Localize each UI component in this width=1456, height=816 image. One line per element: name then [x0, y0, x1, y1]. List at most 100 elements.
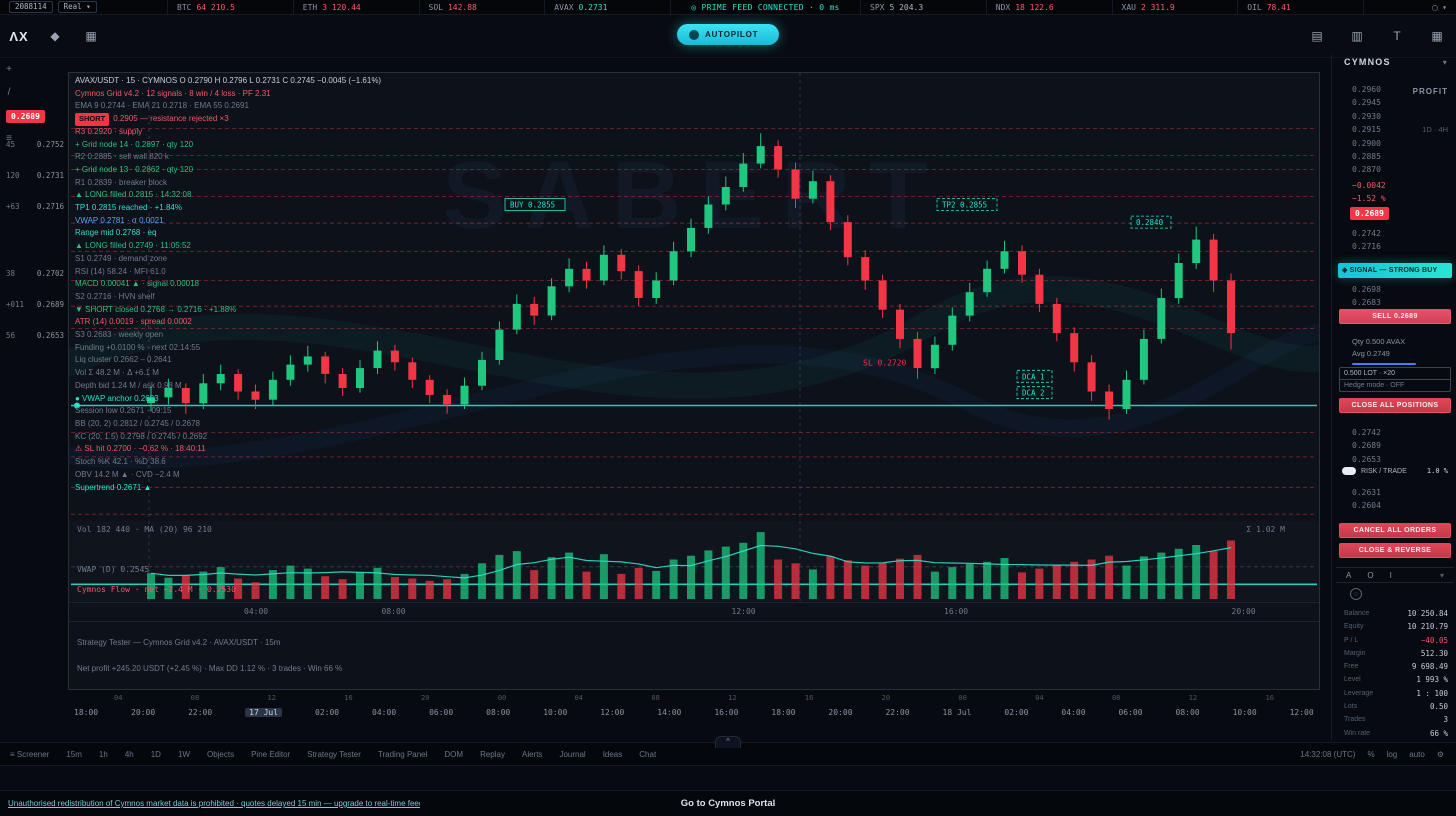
toolbar-item[interactable]: Ideas: [602, 749, 623, 759]
time-label[interactable]: 08:00: [381, 607, 406, 616]
ticker-bar-controls[interactable]: ▢ ▾: [1432, 2, 1447, 12]
logo-icon[interactable]: ΛX: [9, 28, 29, 44]
grid-layout-icon[interactable]: ▦: [85, 29, 97, 43]
risk-toggle[interactable]: [1342, 467, 1356, 475]
crosshair-icon[interactable]: +: [6, 63, 12, 75]
toolbar-item[interactable]: log: [1386, 749, 1398, 759]
time-label[interactable]: 20:00: [1231, 607, 1256, 616]
time-label[interactable]: 06:00: [429, 708, 454, 717]
collapse-panel-button[interactable]: ^: [715, 736, 741, 748]
time-label[interactable]: 12:00: [1289, 708, 1314, 717]
toolbar-item[interactable]: 15m: [66, 749, 82, 759]
toolbar-item[interactable]: Journal: [559, 749, 586, 759]
time-axis-major[interactable]: 18:00 20:00 22:00 17 Jul 02:00 04:00 06:00 08:0…: [68, 708, 1320, 717]
time-label[interactable]: 06:00: [1118, 708, 1143, 717]
toolbar-item[interactable]: 14:32:08 (UTC): [1300, 749, 1356, 759]
account-row: Leverage 1 : 100: [1344, 687, 1448, 700]
save-layout-icon[interactable]: ▤: [1311, 29, 1323, 43]
time-label[interactable]: 08:00: [486, 708, 511, 717]
time-label[interactable]: 18:00: [771, 708, 796, 717]
time-label[interactable]: 10:00: [543, 708, 568, 717]
toolbar-item[interactable]: Trading Panel: [377, 749, 428, 759]
trendline-icon[interactable]: /: [7, 86, 11, 98]
ticker-item[interactable]: BTC 64 210.5: [168, 0, 294, 14]
close-reverse-button[interactable]: CLOSE & REVERSE: [1339, 543, 1451, 558]
toolbar-item[interactable]: 1W: [177, 749, 190, 759]
account-select-box[interactable]: 2088114: [9, 1, 53, 13]
data-disclaimer-link[interactable]: Unauthorised redistribution of Cymnos ma…: [8, 799, 420, 808]
chevron-down-icon[interactable]: ▾: [1439, 570, 1444, 580]
ticker-item[interactable]: SOL 142.88: [420, 0, 546, 14]
risk-row[interactable]: RISK / TRADE 1.0 %: [1342, 467, 1448, 475]
time-label[interactable]: 08:00: [1175, 708, 1200, 717]
time-label[interactable]: 02:00: [315, 708, 340, 717]
tester-row: Net profit +245.20 USDT (+2.45 %) · Max …: [77, 664, 343, 673]
margin-usage-bar: [1352, 363, 1416, 365]
ticker-item[interactable]: OIL 78.41: [1238, 0, 1364, 14]
panel-right-icon[interactable]: ▥: [1351, 29, 1363, 43]
time-label[interactable]: 16:00: [714, 708, 739, 717]
ticker-item[interactable]: ETH 3 120.44: [294, 0, 420, 14]
toolbar-item[interactable]: Replay: [480, 749, 505, 759]
toolbar-item[interactable]: Strategy Tester: [307, 749, 361, 759]
time-label[interactable]: 22:00: [885, 708, 910, 717]
time-label[interactable]: 04:00: [244, 607, 269, 616]
cancel-orders-button[interactable]: CANCEL ALL ORDERS: [1339, 523, 1451, 538]
text-tool-icon[interactable]: T: [1393, 29, 1401, 43]
account-tab[interactable]: A: [1346, 570, 1352, 580]
apps-grid-icon[interactable]: ▦: [1431, 29, 1443, 43]
time-label[interactable]: 22:00: [188, 708, 213, 717]
time-label[interactable]: 04:00: [1061, 708, 1086, 717]
ticker-item[interactable]: SPX 5 204.3: [861, 0, 987, 14]
time-label[interactable]: 20:00: [131, 708, 156, 717]
toolbar-item[interactable]: 1D: [150, 749, 161, 759]
time-label[interactable]: 18 Jul: [942, 708, 972, 717]
time-label[interactable]: 16:00: [944, 607, 969, 616]
close-all-button[interactable]: CLOSE ALL POSITIONS: [1339, 398, 1451, 413]
toolbar-item[interactable]: %: [1367, 749, 1375, 759]
ticker-item[interactable]: NDX 18 122.6: [987, 0, 1113, 14]
depth-row: 56 0.2653: [6, 331, 64, 340]
time-label[interactable]: 12:00: [731, 607, 756, 616]
price-alert-badge[interactable]: 0.2689: [6, 110, 45, 123]
toolbar-item[interactable]: 1h: [98, 749, 108, 759]
time-label[interactable]: 18:00: [74, 708, 99, 717]
autopilot-button[interactable]: AUTOPILOT: [677, 24, 779, 45]
account-avatar-icon[interactable]: ○: [1350, 588, 1362, 600]
magic-wand-icon[interactable]: ◆: [50, 29, 60, 43]
toolbar-item[interactable]: Objects: [206, 749, 235, 759]
toolbar-item[interactable]: DOM: [444, 749, 464, 759]
toolbar-item[interactable]: auto: [1409, 749, 1425, 759]
time-label[interactable]: 02:00: [1004, 708, 1029, 717]
ladder-value: 0.2900: [1352, 138, 1381, 148]
sell-button[interactable]: SELL 0.2689: [1339, 309, 1451, 324]
time-label[interactable]: 17 Jul: [245, 708, 283, 717]
account-tab[interactable]: O: [1367, 570, 1374, 580]
lot-size-row[interactable]: 0.500 LOT · ×20: [1340, 368, 1450, 380]
time-label[interactable]: 04:00: [372, 708, 397, 717]
time-label[interactable]: 14:00: [657, 708, 682, 717]
time-label[interactable]: 10:00: [1232, 708, 1257, 717]
account-tab[interactable]: I: [1389, 570, 1392, 580]
toolbar-item[interactable]: 4h: [124, 749, 134, 759]
account-selector[interactable]: 2088114 Real ▾: [0, 0, 168, 14]
time-label[interactable]: 12:00: [600, 708, 625, 717]
ticker-item[interactable]: AVAX 0.2731: [545, 0, 671, 14]
toolbar-item[interactable]: ≡ Screener: [10, 749, 50, 759]
toolbar-item[interactable]: Pine Editor: [251, 749, 291, 759]
time-label[interactable]: 20:00: [828, 708, 853, 717]
hedge-mode-row[interactable]: Hedge mode · OFF: [1344, 382, 1405, 389]
account-select-box[interactable]: Real ▾: [57, 1, 97, 13]
chevron-down-icon[interactable]: ▾: [1442, 57, 1448, 67]
toolbar-item[interactable]: Chat: [639, 749, 657, 759]
list-tool-icon[interactable]: ≡: [6, 132, 12, 144]
order-settings-box[interactable]: 0.500 LOT · ×20 Hedge mode · OFF: [1339, 367, 1451, 392]
chart-panel[interactable]: SABERT BUY 0.2855 TP2 0.2855 0.2840 SL 0.272…: [68, 72, 1320, 690]
toolbar-item[interactable]: ⚙: [1436, 749, 1444, 759]
portal-link[interactable]: Go to Cymnos Portal: [680, 798, 776, 809]
signal-banner[interactable]: ◈ SIGNAL — STRONG BUY: [1338, 263, 1452, 278]
ticker-item[interactable]: XAU 2 311.9: [1113, 0, 1239, 14]
toolbar-item[interactable]: Alerts: [521, 749, 543, 759]
ticker-price: 2 311.9: [1140, 2, 1175, 12]
